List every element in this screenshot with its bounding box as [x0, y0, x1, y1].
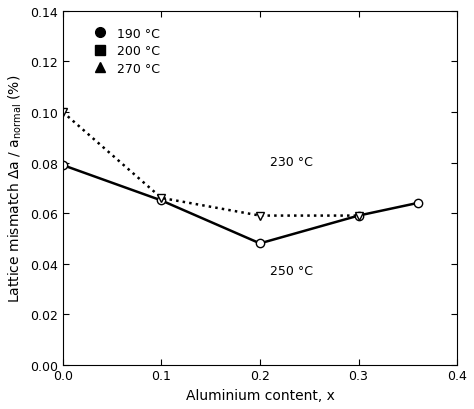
Y-axis label: Lattice mismatch $\Delta$a / a$_{\rm normal}$ (%): Lattice mismatch $\Delta$a / a$_{\rm nor…: [7, 74, 24, 302]
X-axis label: Aluminium content, x: Aluminium content, x: [185, 388, 334, 402]
Legend: 190 °C, 200 °C, 270 °C: 190 °C, 200 °C, 270 °C: [85, 25, 163, 78]
Text: 250 °C: 250 °C: [270, 264, 313, 277]
Text: 230 °C: 230 °C: [270, 156, 313, 169]
